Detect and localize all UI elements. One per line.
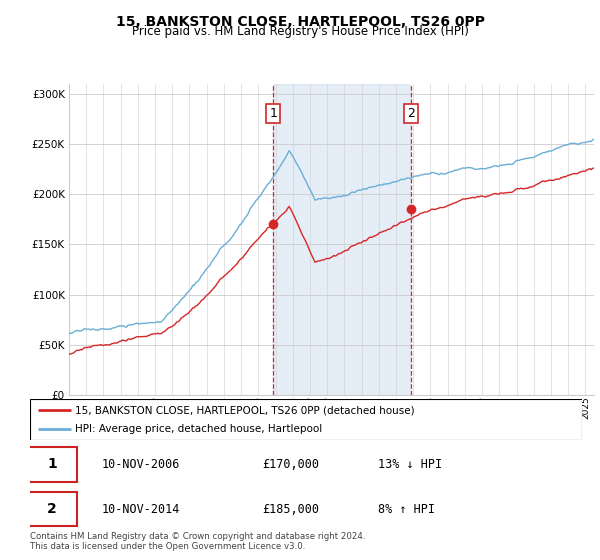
Text: 2: 2 — [47, 502, 57, 516]
Text: 8% ↑ HPI: 8% ↑ HPI — [378, 502, 435, 516]
Text: £185,000: £185,000 — [262, 502, 319, 516]
FancyBboxPatch shape — [27, 492, 77, 526]
FancyBboxPatch shape — [30, 399, 582, 440]
Text: Price paid vs. HM Land Registry's House Price Index (HPI): Price paid vs. HM Land Registry's House … — [131, 25, 469, 38]
Text: HPI: Average price, detached house, Hartlepool: HPI: Average price, detached house, Hart… — [75, 424, 323, 433]
Text: £170,000: £170,000 — [262, 458, 319, 471]
Text: 10-NOV-2006: 10-NOV-2006 — [102, 458, 180, 471]
Text: 15, BANKSTON CLOSE, HARTLEPOOL, TS26 0PP: 15, BANKSTON CLOSE, HARTLEPOOL, TS26 0PP — [115, 15, 485, 29]
FancyBboxPatch shape — [27, 447, 77, 482]
Text: 10-NOV-2014: 10-NOV-2014 — [102, 502, 180, 516]
Text: 13% ↓ HPI: 13% ↓ HPI — [378, 458, 442, 471]
Text: Contains HM Land Registry data © Crown copyright and database right 2024.
This d: Contains HM Land Registry data © Crown c… — [30, 532, 365, 552]
Text: 1: 1 — [47, 457, 57, 471]
Text: 15, BANKSTON CLOSE, HARTLEPOOL, TS26 0PP (detached house): 15, BANKSTON CLOSE, HARTLEPOOL, TS26 0PP… — [75, 405, 415, 415]
Text: 1: 1 — [269, 107, 277, 120]
Text: 2: 2 — [407, 107, 415, 120]
